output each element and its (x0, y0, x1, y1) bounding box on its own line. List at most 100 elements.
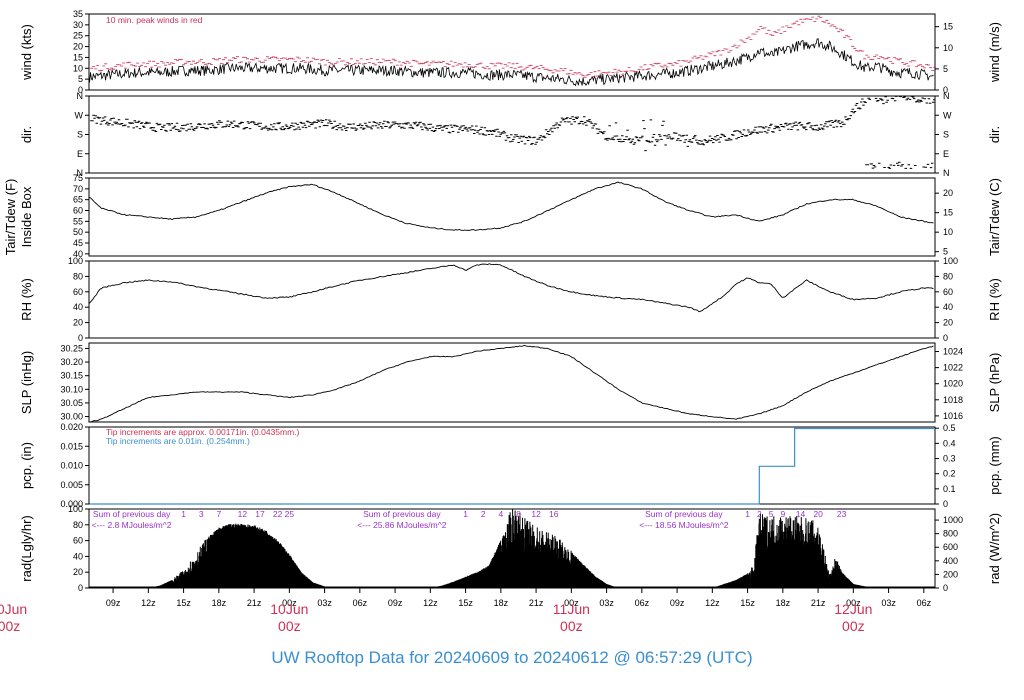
ytick-label-pcp: 0.020 (60, 422, 83, 432)
rad-hour-marker: 20 (813, 509, 823, 519)
ytick-right-label-wind: 15 (943, 22, 953, 32)
ytick-right-label-pcp: 0.4 (943, 438, 956, 448)
x-date-label-cut: 0Jun (0, 601, 27, 617)
ytick-label-dir: E (77, 149, 83, 159)
ytick-label-slp: 30.20 (60, 357, 83, 367)
series-pcp-line (89, 427, 935, 505)
ytick-right-label-pcp: 0 (943, 499, 948, 509)
ytick-label-dir: N (77, 91, 84, 101)
panel-rad: 02040608010002004006008001000rad(Lgly/hr… (19, 504, 1002, 593)
ytick-label-tair: 65 (73, 195, 83, 205)
ytick-label-tair: 70 (73, 184, 83, 194)
panel-frame-wind (88, 13, 936, 91)
rad-hour-marker: 25 (285, 509, 295, 519)
ytick-right-label-pcp: 0.1 (943, 484, 956, 494)
ytick-right-label-wind: 5 (943, 64, 948, 74)
ytick-label-wind: 20 (73, 42, 83, 52)
ytick-label-slp: 30.10 (60, 384, 83, 394)
x-tick-label: 06z (635, 598, 650, 608)
panel-frame-rh (88, 260, 936, 339)
series-rh-line (88, 263, 934, 313)
ytick-right-label-pcp: 0.5 (943, 423, 956, 433)
annotation-tip-approx: Tip increments are approx. 0.00171in. (0… (106, 427, 300, 437)
ylabel-right-rad: rad (W/m^2) (987, 513, 1002, 584)
ylabel2-tair: Inside Box (19, 186, 34, 247)
rad-hour-marker: 22 (273, 509, 283, 519)
rad-sum-label-2: Sum of previous day (645, 509, 723, 519)
ytick-right-label-rh: 0 (943, 333, 948, 343)
ytick-right-label-slp: 1020 (943, 379, 963, 389)
ytick-label-slp: 30.25 (60, 343, 83, 353)
rad-hour-marker: 17 (255, 509, 265, 519)
ytick-right-label-wind: 0 (943, 85, 948, 95)
x-tick-label: 09z (106, 598, 121, 608)
panel-rh: 0 20 40 60 80 100 0 20 40 60 80 100 RH (%) RH (%) (19, 256, 1002, 343)
ytick-right-label-rh: 100 (943, 256, 958, 266)
ytick-label-tair: 55 (73, 216, 83, 226)
ytick-label-wind: 15 (73, 52, 83, 62)
ytick-right-label-rh: 40 (943, 302, 953, 312)
rad-hour-marker: 23 (837, 509, 847, 519)
x-tick-label: 03z (881, 598, 896, 608)
series-dir-points (90, 95, 936, 169)
ytick-label-rh: 60 (73, 287, 83, 297)
panel-frame-slp (88, 342, 936, 423)
ytick-right-label-rh: 60 (943, 287, 953, 297)
ytick-label-tair: 40 (73, 249, 83, 259)
ylabel-pcp: pcp. (in) (19, 442, 34, 489)
rad-sum-label-0: Sum of previous day (93, 509, 171, 519)
ytick-label-rad: 80 (73, 520, 83, 530)
ytick-label-rad: 0 (78, 583, 83, 593)
ytick-label-wind: 35 (73, 9, 83, 19)
ytick-right-label-dir: S (943, 130, 949, 140)
series-peak-winds (90, 15, 937, 78)
ytick-label-slp: 30.05 (60, 398, 83, 408)
x-date-time: 00z (560, 618, 583, 634)
rad-sum-value-2: <--- 18.56 MJoules/m^2 (639, 520, 729, 530)
rad-hour-marker: 2 (757, 509, 762, 519)
ytick-right-label-rh: 20 (943, 318, 953, 328)
ytick-right-label-rad: 0 (943, 583, 948, 593)
x-tick-label: 12z (705, 598, 720, 608)
x-tick-label: 21z (247, 598, 262, 608)
ylabel-right-slp: SLP (hPa) (987, 353, 1002, 413)
ytick-label-dir: S (77, 130, 83, 140)
x-tick-label: 00z (282, 598, 297, 608)
ylabel-dir: dir. (19, 126, 34, 143)
rad-hour-marker: 16 (549, 509, 559, 519)
x-axis: 09z 12z 15z 18z 21z 00z 03z 06z 09z 12z 15z 18z 21z 0… (0, 587, 935, 634)
rad-hour-marker: 1 (745, 509, 750, 519)
rad-hour-marker: 1 (463, 509, 468, 519)
ylabel-tair: Tair/Tdew (F) (3, 179, 18, 256)
rad-sum-value-0: <--- 2.8 MJoules/m^2 (92, 520, 172, 530)
x-tick-label: 15z (458, 598, 473, 608)
ytick-label-pcp: 0.010 (60, 461, 83, 471)
x-tick-label: 18z (212, 598, 227, 608)
rad-hour-marker: 1 (181, 509, 186, 519)
rad-hour-marker: 5 (769, 509, 774, 519)
ytick-label-rad: 100 (68, 504, 83, 514)
ytick-right-label-dir: W (943, 110, 952, 120)
x-tick-label: 15z (740, 598, 755, 608)
x-tick-label: 03z (599, 598, 614, 608)
x-tick-label: 21z (529, 598, 544, 608)
ytick-label-wind: 5 (78, 74, 83, 84)
ytick-right-label-tair: 10 (943, 227, 953, 237)
ytick-right-label-slp: 1022 (943, 363, 963, 373)
ylabel-slp: SLP (inHg) (19, 351, 34, 414)
ytick-label-rh: 20 (73, 318, 83, 328)
ytick-label-pcp: 0.000 (60, 499, 83, 509)
ytick-right-label-dir: N (943, 91, 950, 101)
ytick-label-slp: 30.00 (60, 412, 83, 422)
x-tick-label: 06z (917, 598, 932, 608)
ytick-label-rh: 100 (68, 256, 83, 266)
x-date-label: 12Jun (834, 601, 872, 617)
x-tick-label: 15z (176, 598, 191, 608)
ytick-label-tair: 75 (73, 173, 83, 183)
series-tair-line (88, 181, 934, 231)
series-wind-line (89, 38, 934, 87)
ytick-right-label-tair: 20 (943, 188, 953, 198)
ytick-label-tair: 45 (73, 238, 83, 248)
